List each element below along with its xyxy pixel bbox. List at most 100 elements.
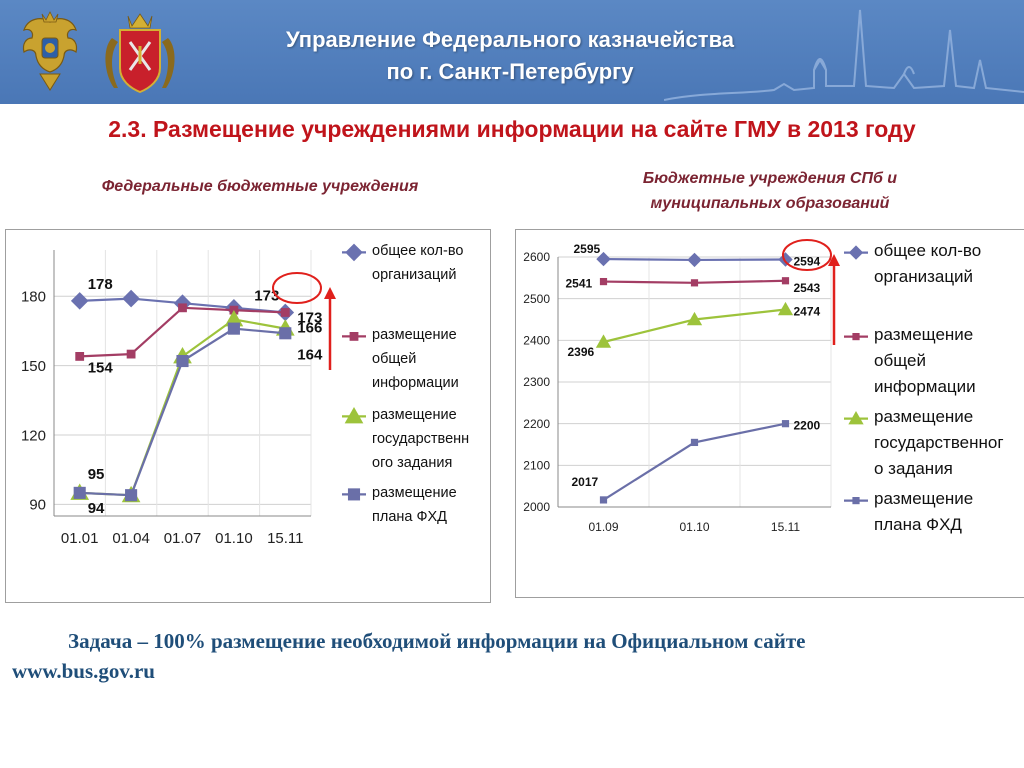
subtitle-spb-line1: Бюджетные учреждения СПб и — [642, 170, 898, 187]
legend-label: размещение — [874, 489, 973, 508]
chart-federal-svg: 90 120 150 180 01.01 01.04 01.07 01.10 15.11 178 1… — [21, 243, 469, 547]
x-tick-label: 01.01 — [61, 530, 99, 547]
data-label: 2200 — [794, 419, 821, 433]
y-tick-label: 90 — [29, 497, 46, 514]
data-label: 154 — [88, 359, 114, 376]
data-label: 178 — [88, 276, 113, 293]
legend-label: размещение — [874, 325, 973, 344]
legend-marker — [848, 410, 864, 425]
chart-spb: 2000 2100 2200 2300 2400 2500 2600 01.09 01.10 15… — [515, 229, 1024, 598]
data-point — [178, 303, 187, 313]
header-title-line2: по г. Санкт-Петербургу — [386, 59, 634, 84]
y-tick-label: 2100 — [523, 459, 550, 473]
data-point — [690, 279, 699, 287]
footer-task-text: Задача – 100% размещение необходимой инф… — [12, 626, 1012, 686]
data-point — [595, 334, 612, 348]
x-tick-label: 15.11 — [267, 530, 303, 547]
chart-federal: 90 120 150 180 01.01 01.04 01.07 01.10 15.11 178 1… — [5, 229, 491, 603]
data-point — [781, 277, 790, 285]
series-line — [79, 318, 286, 497]
data-point — [73, 486, 86, 499]
legend-label: государственн — [372, 431, 469, 447]
data-label: 164 — [297, 346, 323, 363]
footer-url-link[interactable]: www.bus.gov.ru — [12, 659, 155, 683]
x-tick-label: 01.07 — [164, 530, 202, 547]
city-skyline-decoration — [664, 9, 1024, 101]
x-tick-label: 01.04 — [112, 530, 150, 547]
data-point — [280, 308, 290, 317]
series-line — [602, 422, 786, 501]
subtitle-federal: Федеральные бюджетные учреждения — [20, 174, 500, 199]
data-point — [176, 354, 189, 368]
data-point — [125, 489, 138, 502]
double-headed-eagle-emblem-icon — [22, 11, 78, 91]
data-label: 2474 — [794, 305, 821, 319]
legend-label: организаций — [372, 267, 457, 283]
legend-marker — [848, 245, 864, 260]
legend-label: о задания — [874, 459, 953, 478]
highlight-arrow-head — [828, 254, 840, 266]
y-tick-label: 120 — [21, 427, 46, 444]
data-point — [687, 252, 702, 268]
highlight-arrow-head — [324, 287, 336, 299]
subtitle-spb: Бюджетные учреждения СПб и муниципальных… — [560, 166, 980, 216]
header-banner: Управление Федерального казначейства по … — [0, 0, 1024, 104]
y-tick-label: 150 — [21, 358, 46, 375]
x-tick-label: 01.09 — [588, 520, 618, 534]
data-label: 166 — [297, 320, 322, 337]
y-tick-label: 2500 — [523, 292, 550, 306]
data-point — [777, 301, 794, 316]
legend-label: общей — [874, 351, 926, 370]
data-label: 2396 — [568, 345, 595, 359]
legend-label: плана ФХД — [874, 515, 962, 534]
x-tick-label: 01.10 — [679, 520, 709, 534]
data-label: 2541 — [566, 277, 593, 291]
legend-label: размещение — [372, 327, 457, 343]
y-tick-label: 2000 — [523, 500, 550, 514]
y-tick-label: 2300 — [523, 375, 550, 389]
slide-title: 2.3. Размещение учреждениями информации … — [108, 116, 916, 142]
legend-label: общее кол-во — [372, 243, 463, 259]
y-tick-label: 2600 — [523, 250, 550, 264]
highlight-ellipse — [782, 239, 832, 271]
data-point — [599, 277, 608, 286]
legend-label: общей — [372, 351, 416, 367]
legend-label: государственног — [874, 433, 1004, 452]
legend-marker — [345, 243, 363, 262]
legend-marker — [344, 407, 364, 424]
legend-label: плана ФХД — [372, 509, 447, 525]
legend-marker — [852, 497, 860, 505]
data-point — [75, 352, 85, 361]
data-label: 94 — [88, 500, 105, 517]
x-tick-label: 01.10 — [215, 530, 253, 547]
data-point — [781, 420, 790, 428]
data-point — [778, 252, 793, 267]
y-tick-label: 180 — [21, 289, 46, 306]
legend-label: размещение — [874, 407, 973, 426]
legend-marker — [347, 488, 361, 501]
header-title: Управление Федерального казначейства по … — [200, 24, 820, 88]
subtitle-spb-line2: муниципальных образований — [650, 195, 890, 212]
data-label: 2017 — [572, 475, 599, 489]
header-title-line1: Управление Федерального казначейства — [285, 27, 735, 52]
data-label: 2543 — [794, 281, 821, 295]
legend-label: общее кол-во — [874, 241, 981, 260]
subtitle-federal-text: Федеральные бюджетные учреждения — [101, 178, 419, 195]
data-point — [224, 310, 244, 327]
data-label: 2594 — [794, 255, 821, 269]
y-tick-label: 2200 — [523, 417, 550, 431]
data-point — [279, 327, 292, 340]
footer-line1: Задача – 100% размещение необходимой инф… — [68, 629, 806, 653]
data-point — [686, 311, 703, 326]
data-label: 95 — [88, 466, 105, 483]
data-point — [70, 292, 89, 310]
data-point — [599, 496, 608, 504]
x-tick-label: 15.11 — [771, 520, 800, 534]
data-point — [227, 322, 240, 335]
highlight-ellipse — [272, 272, 322, 304]
data-point — [126, 349, 136, 359]
data-label: 173 — [297, 309, 322, 326]
data-point — [690, 438, 699, 447]
y-tick-label: 2400 — [523, 334, 550, 348]
legend-marker — [852, 333, 860, 341]
